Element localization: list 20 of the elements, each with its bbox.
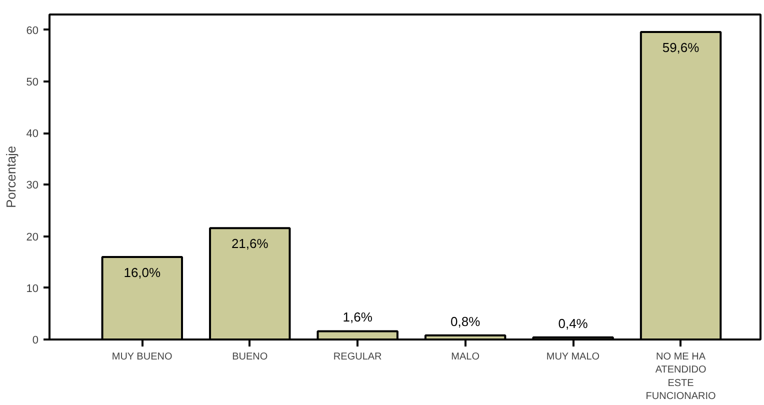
y-tick-label: 40: [26, 128, 39, 140]
x-tick-label: REGULAR: [333, 352, 382, 362]
y-tick-label: 60: [26, 24, 39, 37]
data-label: 16,0%: [124, 265, 162, 280]
data-label: 1,6%: [342, 310, 373, 325]
y-tick-label: 10: [26, 282, 39, 295]
data-label: 59,6%: [662, 40, 700, 56]
y-tick-label: 30: [26, 180, 39, 192]
x-tick-label: MUY MALO: [546, 352, 600, 362]
x-tick-label: NO ME HA ATENDIDO ESTE FUNCIONARIO: [646, 352, 716, 402]
y-axis-title: Porcentaje: [3, 146, 18, 208]
y-tick-label: 20: [26, 231, 39, 244]
y-tick-label: 50: [26, 76, 39, 89]
x-tick-label: MUY BUENO: [112, 352, 172, 362]
x-tick-label: MALO: [451, 352, 480, 362]
data-label: 0,4%: [558, 316, 588, 331]
x-tick-label: BUENO: [232, 352, 268, 362]
y-tick-label: 0: [32, 334, 39, 346]
data-label: 0,8%: [450, 314, 481, 329]
data-label: 21,6%: [231, 236, 269, 252]
